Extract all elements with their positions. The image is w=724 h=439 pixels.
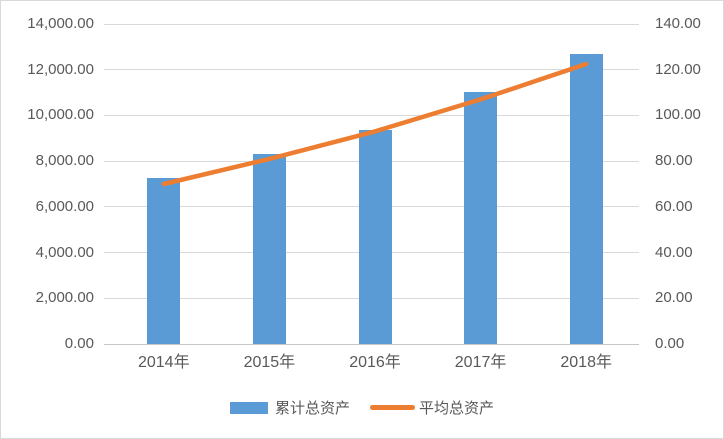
x-axis-tick-2015年: 2015年 (243, 354, 296, 371)
legend: 累计总资产 平均总资产 (1, 397, 723, 418)
line-series-swatch (370, 405, 415, 410)
bar-2018年 (569, 53, 603, 344)
y-axis-right-tick: 140.00 (655, 15, 701, 32)
bar-series-swatch (229, 401, 268, 414)
y-axis-left-tick: 4,000.00 (35, 243, 94, 261)
bar-2014年 (147, 178, 181, 344)
y-axis-right-tick: 0.00 (655, 335, 685, 352)
y-axis-left-tick: 6,000.00 (35, 197, 94, 215)
x-axis-line (104, 343, 639, 345)
y-axis-right-tick: 60.00 (655, 197, 693, 215)
line-series (161, 61, 589, 187)
plot-area (104, 23, 639, 345)
y-axis-left-tick: 10,000.00 (27, 106, 94, 124)
legend-label-average: 平均总资产 (419, 400, 495, 417)
legend-label-cumulative: 累计总资产 (274, 400, 350, 417)
y-axis-left-tick: 12,000.00 (27, 60, 94, 78)
bar-2017年 (464, 91, 498, 344)
x-axis-tick-2018年: 2018年 (560, 354, 612, 371)
gridline (104, 23, 639, 25)
y-axis-right-tick: 120.00 (655, 60, 701, 78)
y-axis-left-tick: 8,000.00 (35, 152, 94, 170)
legend-item-cumulative: 累计总资产 (229, 397, 350, 418)
bar-2015年 (252, 154, 286, 344)
x-axis-tick-2016年: 2016年 (349, 354, 401, 371)
y-axis-right-tick: 20.00 (655, 289, 693, 307)
gridline (104, 69, 639, 71)
y-axis-right-tick: 80.00 (655, 152, 693, 170)
legend-item-average: 平均总资产 (370, 397, 494, 418)
y-axis-right-tick: 100.00 (655, 106, 701, 124)
bar-2016年 (358, 129, 392, 344)
gridline (104, 114, 639, 116)
y-axis-left-tick: 0.00 (64, 335, 94, 352)
y-axis-left-tick: 14,000.00 (27, 15, 94, 32)
y-axis-right-tick: 40.00 (655, 243, 693, 261)
y-axis-left-tick: 2,000.00 (35, 289, 94, 307)
x-axis-tick-2017年: 2017年 (454, 354, 507, 371)
average-total-assets-line (161, 61, 589, 187)
x-axis-tick-2014年: 2014年 (137, 354, 190, 371)
